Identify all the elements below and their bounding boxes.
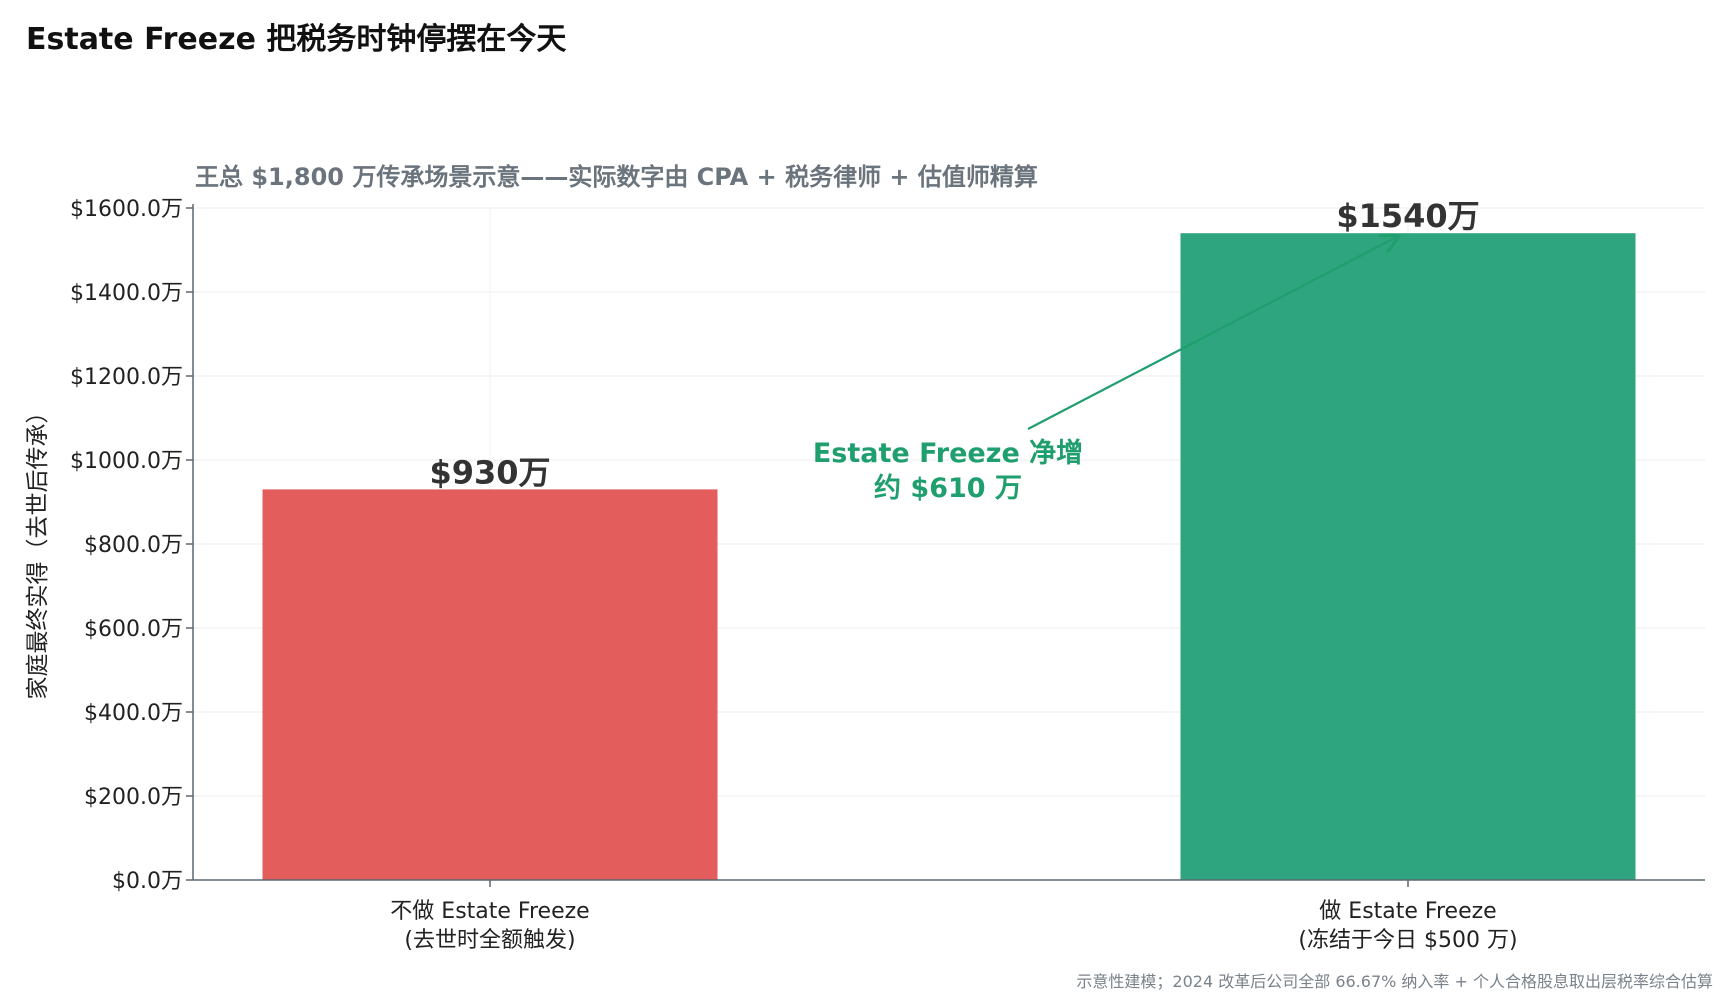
bar-1 — [1180, 233, 1636, 880]
annotation-arrow — [1027, 236, 1398, 430]
y-tick-label-7: $1400.0万 — [70, 281, 183, 306]
annotation-line-0: Estate Freeze 净增 — [813, 437, 1083, 469]
annotation-line-1: 约 $610 万 — [874, 473, 1022, 504]
data-label-1: $1540万 — [1336, 197, 1479, 235]
chart-subtitle: 王总 $1,800 万传承场景示意——实际数字由 CPA + 税务律师 + 估值… — [195, 163, 1038, 191]
data-label-0: $930万 — [429, 453, 550, 491]
x-tick-label-0-0: 不做 Estate Freeze — [390, 899, 589, 924]
x-tick-label-1-1: (冻结于今日 $500 万) — [1298, 928, 1517, 953]
x-tick-label-1-0: 做 Estate Freeze — [1319, 899, 1496, 924]
y-tick-label-4: $800.0万 — [84, 533, 183, 558]
bar-0 — [262, 489, 718, 880]
y-axis-label: 家庭最终实得（去世后传承） — [25, 401, 51, 700]
page-title: Estate Freeze 把税务时钟停摆在今天 — [26, 22, 567, 57]
y-tick-label-8: $1600.0万 — [70, 197, 183, 222]
y-tick-label-6: $1200.0万 — [70, 365, 183, 390]
y-tick-label-2: $400.0万 — [84, 701, 183, 726]
axes — [186, 204, 1705, 887]
bars — [262, 233, 1636, 880]
footnote: 示意性建模；2024 改革后公司全部 66.67% 纳入率 + 个人合格股息取出… — [1076, 972, 1713, 991]
y-tick-label-1: $200.0万 — [84, 785, 183, 810]
y-tick-label-5: $1000.0万 — [70, 449, 183, 474]
y-tick-label-3: $600.0万 — [84, 617, 183, 642]
x-tick-label-0-1: (去世时全额触发) — [404, 928, 575, 953]
y-tick-label-0: $0.0万 — [112, 869, 183, 894]
labels: $0.0万 $200.0万 $400.0万 $600.0万 $800.0万 $1000.0… — [70, 197, 1518, 953]
